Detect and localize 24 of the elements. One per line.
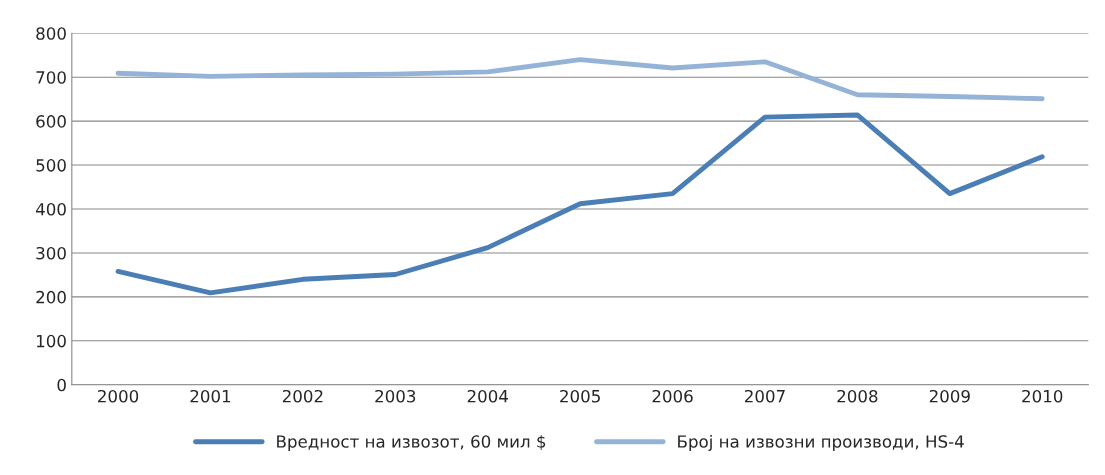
x-tick-label: 2009 xyxy=(929,389,970,403)
y-tick-label: 200 xyxy=(36,290,66,304)
y-tick-label: 0 xyxy=(57,378,66,392)
x-tick-label: 2007 xyxy=(744,389,785,403)
y-tick-label: 100 xyxy=(36,334,66,348)
x-tick-label: 2000 xyxy=(98,389,139,403)
x-tick-label: 2005 xyxy=(560,389,600,403)
x-tick-label: 2008 xyxy=(837,389,878,403)
legend-label: Број на извозни производи, HS-4 xyxy=(678,434,964,452)
x-tick-label: 2010 xyxy=(1022,389,1063,403)
y-tick-label: 300 xyxy=(36,246,66,260)
line-series xyxy=(115,112,1045,296)
x-tick-label: 2002 xyxy=(282,389,323,403)
y-tick-label: 800 xyxy=(36,27,66,40)
y-tick-label: 600 xyxy=(36,115,66,128)
legend-label: Вредност на извозот, 60 мил $ xyxy=(277,434,546,452)
y-tick-label: 700 xyxy=(36,71,66,84)
x-tick-label: 2006 xyxy=(652,389,693,403)
x-tick-label: 2001 xyxy=(190,389,231,403)
y-tick-label: 500 xyxy=(36,159,66,172)
x-tick-label: 2004 xyxy=(467,389,508,403)
y-tick-label: 400 xyxy=(35,202,66,216)
x-tick-label: 2003 xyxy=(375,389,416,403)
line-series xyxy=(115,57,1045,102)
